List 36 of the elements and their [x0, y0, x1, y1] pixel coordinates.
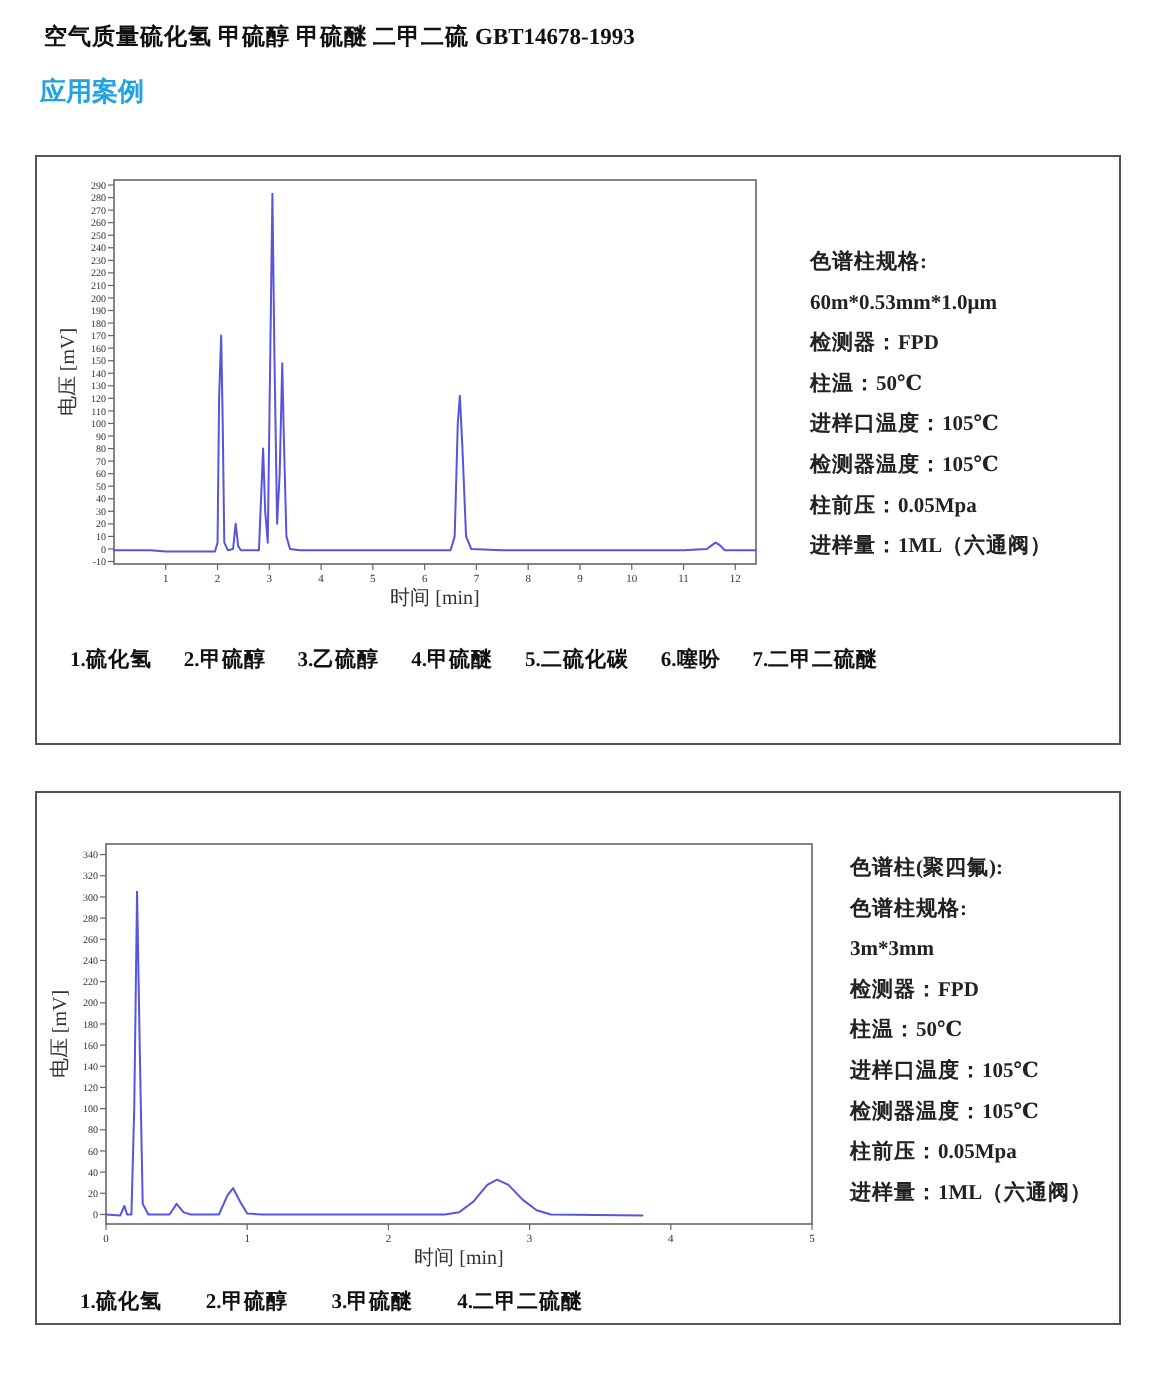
- x-axis-title: 时间 [min]: [390, 586, 480, 610]
- text: 进样量：1ML（六通阀）: [848, 1178, 1093, 1205]
- line-series: [113, 192, 757, 553]
- text: 5.二硫化碳: [525, 646, 631, 672]
- text: 4.二甲二硫醚: [457, 1288, 585, 1314]
- text: 3.甲硫醚: [331, 1288, 416, 1314]
- text: 6.噻吩: [660, 646, 723, 672]
- text: 1.硫化氢: [70, 646, 152, 672]
- line-series: [105, 890, 644, 1217]
- text: 柱温：50℃: [848, 1016, 963, 1043]
- text: 3.乙硫醇: [297, 646, 380, 672]
- text: 2.甲硫醇: [205, 1288, 288, 1314]
- chart-title: 空气质量硫化氢 甲硫醇 甲硫醚 二甲二硫 GBT14678-1993: [44, 22, 636, 50]
- text: 柱前压：0.05Mpa: [808, 491, 979, 518]
- text: 检测器温度：105℃: [848, 1097, 1040, 1124]
- text: 色谱柱规格:: [848, 894, 967, 921]
- chart-subtitle: 应用案例: [38, 76, 144, 106]
- text: 进样口温度：105℃: [808, 410, 1000, 437]
- text: 色谱柱规格:: [808, 248, 927, 274]
- text: 检测器温度：105℃: [808, 451, 1000, 477]
- text: 柱温：50℃: [808, 369, 923, 396]
- text: 进样口温度：105℃: [848, 1057, 1040, 1083]
- y-axis-title: 电压 [mV]: [48, 989, 72, 1079]
- text: 7.二甲二硫醚: [752, 646, 881, 672]
- text: 60m*0.53mm*1.0μm: [810, 292, 998, 315]
- y-axis-title: 电压 [mV]: [56, 327, 80, 417]
- text: 1.硫化氢: [80, 1288, 162, 1314]
- text: 色谱柱(聚四氟):: [848, 854, 1003, 880]
- text: 2.甲硫醇: [183, 646, 266, 672]
- text: 3m*3mm: [850, 939, 935, 962]
- text: 柱前压：0.05Mpa: [848, 1138, 1019, 1165]
- x-axis-title: 时间 [min]: [414, 1246, 504, 1270]
- text: 检测器：FPD: [808, 329, 940, 356]
- text: 进样量：1ML（六通阀）: [808, 532, 1053, 559]
- text: 检测器：FPD: [848, 975, 980, 1002]
- text: 4.甲硫醚: [411, 646, 495, 672]
